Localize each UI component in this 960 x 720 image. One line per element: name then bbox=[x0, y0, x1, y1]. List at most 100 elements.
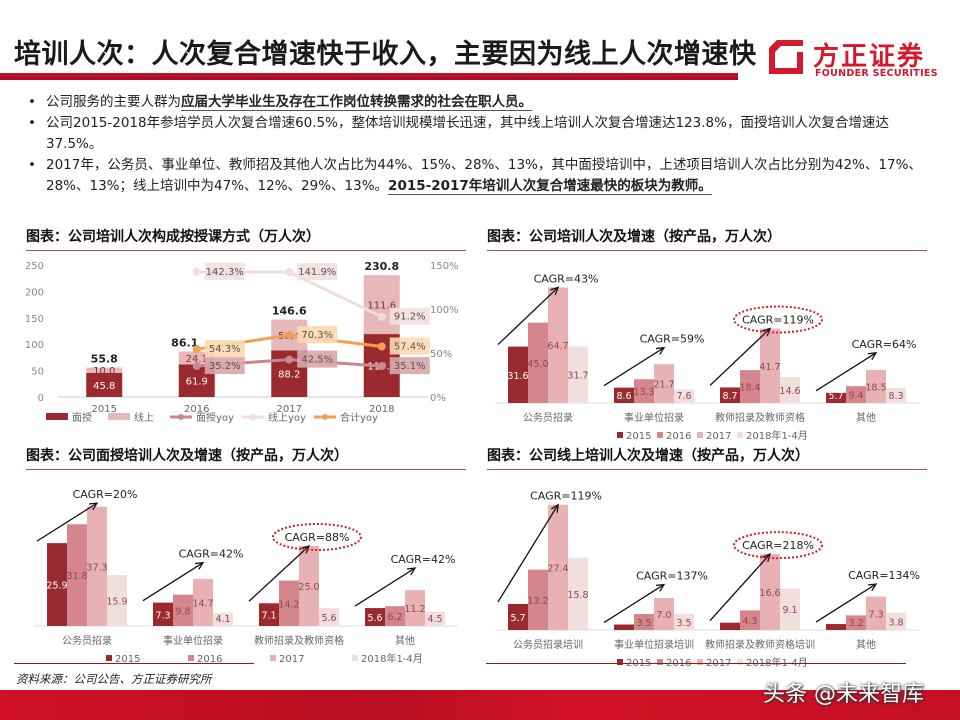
bar-2017 bbox=[654, 364, 674, 403]
bar-2017 bbox=[866, 596, 886, 630]
y-tick-left: 0 bbox=[38, 393, 44, 404]
line-label: 141.9% bbox=[298, 267, 336, 278]
x-tick: 其他 bbox=[395, 634, 415, 647]
x-tick: 公务员招录 bbox=[523, 411, 573, 424]
growth-arrow-icon bbox=[603, 583, 665, 624]
bar-2016 bbox=[740, 610, 760, 630]
chart-panel-online: 图表：公司线上培训人次及增速（按产品，万人次） 5.7 13.2 27.4 15.8 公… bbox=[487, 445, 927, 674]
bullet-item: 2017年，公务员、事业单位、教师招及其他人次占比为44%、15%、28%、13… bbox=[28, 155, 938, 197]
growth-arrow-icon bbox=[36, 502, 98, 542]
y-tick-left: 50 bbox=[31, 367, 44, 378]
growth-arrow-icon bbox=[142, 562, 204, 602]
svg-text:8.7: 8.7 bbox=[722, 391, 737, 402]
bar-2015 bbox=[47, 543, 67, 626]
svg-text:27.4: 27.4 bbox=[547, 563, 568, 574]
svg-text:15.8: 15.8 bbox=[567, 590, 588, 601]
bar-total: 55.8 bbox=[91, 353, 118, 366]
bar-2015 bbox=[720, 387, 740, 403]
growth-arrow-icon bbox=[354, 567, 416, 607]
bar-total: 230.8 bbox=[364, 260, 399, 273]
bar-2017 bbox=[193, 578, 213, 626]
svg-text:4.3: 4.3 bbox=[742, 616, 757, 627]
chart-title: 图表：公司培训人次构成按授课方式（万人次） bbox=[26, 226, 466, 251]
x-tick: 公务员招录培训 bbox=[513, 638, 583, 651]
x-tick: 事业单位招录培训 bbox=[614, 638, 694, 651]
bar-2017 bbox=[548, 287, 568, 403]
svg-text:7.3: 7.3 bbox=[868, 609, 883, 620]
svg-text:45.8: 45.8 bbox=[93, 381, 115, 392]
cagr-label: CAGR=20% bbox=[73, 488, 138, 501]
line-label: 54.3% bbox=[209, 344, 241, 355]
chart-panel-by-mode: 图表：公司培训人次构成按授课方式（万人次） 0 50 100 150 200 250 0% 5… bbox=[25, 226, 466, 435]
svg-text:14.7: 14.7 bbox=[192, 598, 213, 609]
bullet-item: 公司服务的主要人群为应届大学毕业生及存在工作岗位转换需求的社会在职人员。 bbox=[28, 92, 938, 113]
svg-text:3.5: 3.5 bbox=[636, 618, 651, 629]
svg-text:9.1: 9.1 bbox=[782, 605, 797, 616]
logo-text-en: FOUNDER SECURITIES bbox=[815, 68, 938, 79]
bar-2016 bbox=[846, 615, 866, 630]
bar-2018年1-4月 bbox=[780, 588, 800, 630]
legend-item: 线上yoy bbox=[268, 411, 306, 424]
svg-text:16.6: 16.6 bbox=[759, 588, 780, 599]
svg-text:4.5: 4.5 bbox=[427, 614, 442, 625]
bar-2017 bbox=[866, 369, 886, 403]
title-underline bbox=[0, 73, 738, 80]
bar-2015 bbox=[153, 602, 173, 626]
cagr-label: CAGR=59% bbox=[640, 333, 705, 346]
growth-arrow-icon bbox=[815, 352, 877, 392]
cagr-label: CAGR=88% bbox=[285, 531, 350, 544]
svg-text:3.2: 3.2 bbox=[848, 618, 863, 629]
bar-2018年1-4月 bbox=[568, 346, 588, 403]
svg-text:13.2: 13.2 bbox=[527, 596, 548, 607]
growth-arrow-icon bbox=[709, 328, 771, 386]
bar-2016 bbox=[528, 569, 548, 630]
legend-item: 2018年1-4月 bbox=[746, 656, 808, 669]
bar-2017 bbox=[548, 504, 568, 630]
divider bbox=[14, 663, 254, 664]
founder-logo-icon bbox=[769, 40, 803, 74]
legend-item: 2017 bbox=[279, 654, 304, 665]
legend-item: 合计yoy bbox=[340, 411, 378, 424]
bar-2018年1-4月 bbox=[674, 389, 694, 403]
legend-item: 2017 bbox=[706, 431, 731, 441]
svg-text:3.8: 3.8 bbox=[888, 617, 903, 628]
bar-total: 146.6 bbox=[272, 305, 307, 318]
page-title: 培训人次：人次复合增速快于收入，主要因为线上人次增速快 bbox=[14, 39, 757, 70]
bar-2015 bbox=[365, 608, 385, 626]
legend-item: 2015 bbox=[115, 654, 140, 665]
divider bbox=[486, 663, 906, 664]
legend-item: 2016 bbox=[666, 431, 691, 441]
legend-item: 2015 bbox=[626, 431, 651, 441]
y-tick-left: 200 bbox=[26, 287, 44, 298]
svg-text:31.7: 31.7 bbox=[567, 371, 588, 382]
logo-text-cn: 方正证券 bbox=[813, 42, 926, 72]
x-tick: 事业单位招录 bbox=[163, 634, 223, 647]
svg-text:7.1: 7.1 bbox=[261, 611, 276, 622]
svg-text:31.8: 31.8 bbox=[66, 571, 87, 582]
svg-text:61.9: 61.9 bbox=[186, 377, 208, 388]
x-tick: 公务员招录 bbox=[62, 634, 112, 647]
svg-text:31.6: 31.6 bbox=[507, 371, 528, 382]
bar-2015 bbox=[259, 603, 279, 626]
y-tick-left: 250 bbox=[26, 261, 44, 272]
x-tick: 事业单位招录 bbox=[624, 411, 684, 424]
growth-arrow-icon bbox=[815, 583, 877, 623]
bar-线上 bbox=[86, 367, 123, 373]
cagr-label: CAGR=42% bbox=[179, 548, 244, 561]
svg-text:25.0: 25.0 bbox=[298, 582, 319, 593]
svg-text:13.3: 13.3 bbox=[633, 387, 654, 398]
bar-2018年1-4月 bbox=[213, 612, 233, 626]
bar-2015 bbox=[508, 603, 528, 630]
svg-text:9.8: 9.8 bbox=[175, 606, 190, 617]
chart-panel-offline: 图表：公司面授培训人次及增速（按产品，万人次） 25.9 31.8 37.3 15.9… bbox=[26, 445, 466, 674]
summary-bullets: 公司服务的主要人群为应届大学毕业生及存在工作岗位转换需求的社会在职人员。 公司2… bbox=[28, 92, 938, 197]
growth-arrow-icon bbox=[248, 545, 310, 602]
svg-text:5.6: 5.6 bbox=[321, 613, 336, 624]
bar-2017 bbox=[760, 554, 780, 630]
svg-text:3.5: 3.5 bbox=[676, 618, 691, 629]
bar-2015 bbox=[614, 624, 634, 630]
y-tick-right: 150% bbox=[430, 261, 459, 272]
legend-item: 线上 bbox=[134, 411, 154, 424]
legend-item: 2018年1-4月 bbox=[361, 652, 423, 665]
